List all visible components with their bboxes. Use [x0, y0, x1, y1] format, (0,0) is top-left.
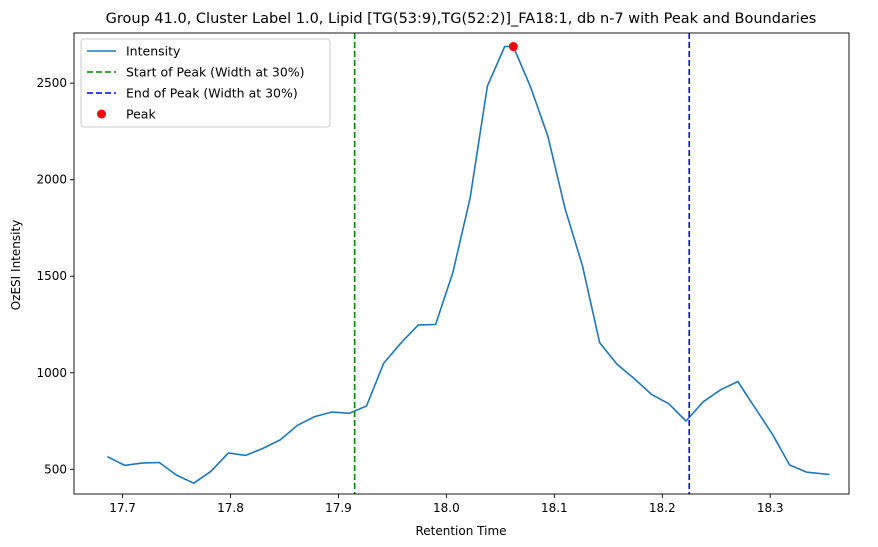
legend-item-peak: Peak: [97, 107, 156, 122]
legend-item-end-of-peak: End of Peak (Width at 30%): [87, 86, 298, 101]
legend-label: End of Peak (Width at 30%): [126, 86, 298, 101]
x-tick-label: 17.9: [325, 501, 352, 515]
y-tick-label: 500: [44, 462, 67, 476]
series-line-intensity: [107, 45, 830, 485]
legend-item-intensity: Intensity: [87, 44, 181, 59]
x-tick-label: 18.1: [541, 501, 568, 515]
legend-box: [80, 38, 331, 128]
y-axis-label: OzESI Intensity: [9, 220, 23, 311]
chart-title: Group 41.0, Cluster Label 1.0, Lipid [TG…: [106, 11, 817, 27]
legend-label: Intensity: [126, 44, 181, 59]
peak-marker: [508, 42, 518, 52]
y-tick-label: 2500: [36, 76, 67, 90]
y-tick-label: 1000: [36, 366, 67, 380]
legend-label: Peak: [126, 107, 156, 122]
legend-item-start-of-peak: Start of Peak (Width at 30%): [87, 65, 305, 80]
legend-swatch: [97, 109, 106, 119]
y-tick-label: 1500: [36, 269, 67, 283]
legend: Intensity Start of Peak (Width at 30%) End…: [80, 38, 331, 128]
axes-frame: [73, 32, 850, 495]
plot-area: [107, 33, 830, 494]
x-tick-label: 18.0: [433, 501, 460, 515]
x-tick-label: 18.2: [649, 501, 676, 515]
x-tick-label: 18.3: [757, 501, 784, 515]
x-axis-label: Retention Time: [415, 524, 506, 538]
y-tick-label: 2000: [36, 173, 67, 187]
x-tick-label: 17.7: [109, 501, 136, 515]
axes: 17.7 17.8 17.9 18.0 18.1 18.2 18.3 500 1000 1500 2…: [36, 32, 850, 515]
x-tick-label: 17.8: [217, 501, 244, 515]
legend-label: Start of Peak (Width at 30%): [126, 65, 305, 80]
